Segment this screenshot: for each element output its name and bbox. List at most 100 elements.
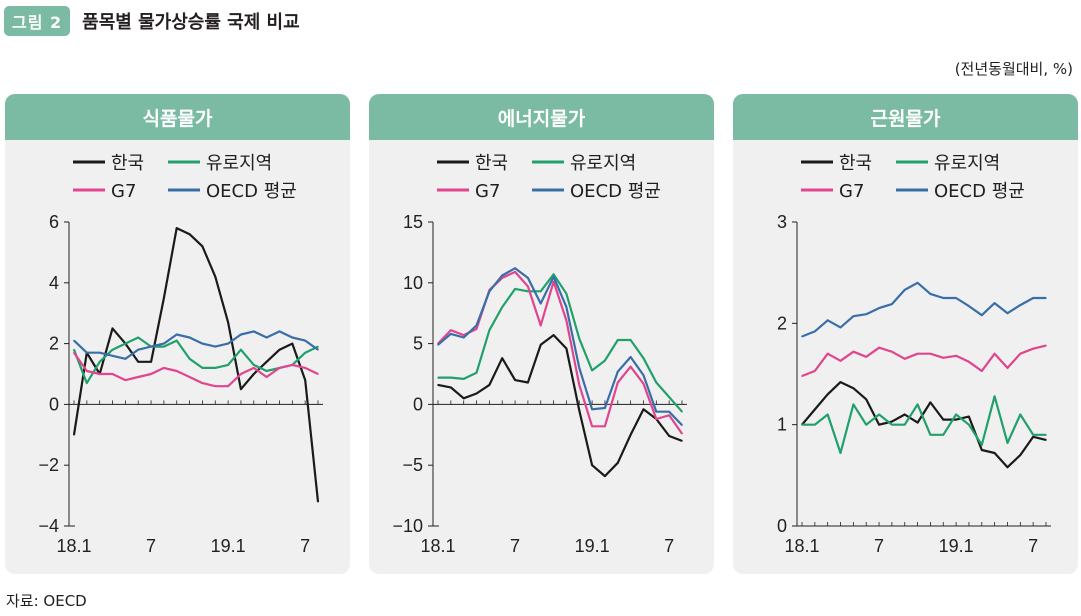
legend-label: G7 [111, 181, 136, 202]
data-point [616, 339, 619, 341]
data-point [903, 413, 906, 416]
data-point [201, 245, 204, 248]
data-point [188, 336, 191, 339]
y-tick-label: −2 [38, 455, 59, 475]
series-line [73, 352, 319, 388]
data-point [291, 364, 294, 366]
data-point [865, 355, 868, 358]
data-point [980, 370, 983, 372]
data-point [668, 414, 670, 417]
data-point [527, 277, 529, 279]
data-point [942, 418, 945, 421]
data-point [73, 339, 75, 342]
data-point [98, 373, 101, 375]
data-point [291, 336, 294, 339]
data-point [1019, 413, 1022, 416]
data-point [111, 348, 114, 351]
data-point [317, 345, 319, 348]
y-tick-label: 0 [413, 394, 423, 414]
data-point [227, 364, 229, 366]
legend-label: G7 [475, 181, 500, 202]
legend-label: 한국 [475, 153, 508, 174]
data-point [1045, 344, 1047, 347]
data-point [681, 410, 683, 413]
data-point [240, 373, 242, 375]
data-point [903, 423, 906, 426]
data-point [616, 461, 619, 464]
data-point [475, 371, 478, 374]
data-point [265, 376, 268, 378]
data-point [629, 356, 632, 358]
data-point [240, 333, 242, 336]
data-point [514, 271, 516, 273]
legend-label: OECD 평균 [206, 181, 297, 202]
data-point [993, 302, 996, 304]
data-point [163, 345, 165, 348]
data-point [681, 424, 683, 426]
data-point [801, 423, 803, 426]
data-point [150, 345, 152, 348]
y-tick-label: 0 [49, 394, 59, 414]
data-point [552, 280, 555, 283]
data-point [814, 423, 816, 426]
data-point [188, 233, 191, 235]
data-point [539, 290, 542, 293]
y-tick-label: 15 [403, 212, 423, 232]
data-point [188, 376, 191, 378]
data-point [578, 367, 581, 369]
data-point [437, 384, 439, 386]
data-point [1032, 297, 1034, 299]
data-point [642, 408, 645, 411]
data-point [903, 358, 906, 360]
data-point [591, 464, 593, 467]
y-tick-label: −10 [392, 516, 423, 536]
core-inflation-chart: 0 1 2 3 18.1 7 19.1 7 한국 유로지역 G7 OECD 평균 [777, 153, 1051, 556]
data-point [98, 361, 101, 363]
x-tick-label: 7 [1028, 536, 1038, 556]
data-point [304, 351, 306, 354]
data-point [111, 327, 114, 330]
data-point [980, 314, 983, 317]
series-line [72, 336, 319, 385]
data-point [629, 365, 632, 368]
data-point [1006, 312, 1009, 314]
panel-title: 식품물가 [5, 94, 350, 140]
data-point [1006, 466, 1009, 469]
data-point [240, 348, 242, 351]
data-point [124, 358, 127, 360]
y-tick-label: 6 [49, 212, 59, 232]
data-point [565, 319, 568, 322]
data-point [488, 329, 491, 332]
data-point [73, 434, 75, 436]
data-point [201, 367, 204, 369]
y-tick-label: 4 [49, 273, 59, 293]
data-point [955, 418, 957, 421]
data-point [175, 227, 178, 229]
y-tick-label: −4 [38, 516, 59, 536]
data-point [124, 342, 127, 345]
data-point [462, 397, 465, 400]
data-point [475, 392, 478, 395]
data-point [278, 330, 281, 333]
data-point [111, 354, 114, 357]
data-point [488, 384, 491, 386]
data-point [604, 425, 606, 428]
data-point [655, 418, 658, 420]
data-point [801, 375, 803, 377]
figure-number-badge: 그림 2 [4, 6, 71, 36]
data-point [1006, 367, 1009, 369]
panel-title: 에너지물가 [369, 94, 714, 140]
data-point [214, 367, 217, 369]
data-point [814, 408, 816, 411]
data-point [916, 282, 919, 284]
data-point [175, 339, 178, 342]
data-point [616, 381, 619, 384]
data-point [214, 385, 217, 387]
panel-energy: 에너지물가 −10 −5 0 5 10 15 18.1 7 19.1 7 한국 유로지역 G7 OECD … [369, 94, 714, 574]
data-point [878, 423, 880, 426]
data-point [591, 425, 593, 428]
data-point [252, 330, 255, 333]
data-point [891, 423, 893, 426]
y-tick-label: 10 [403, 273, 423, 293]
data-point [1045, 439, 1047, 441]
